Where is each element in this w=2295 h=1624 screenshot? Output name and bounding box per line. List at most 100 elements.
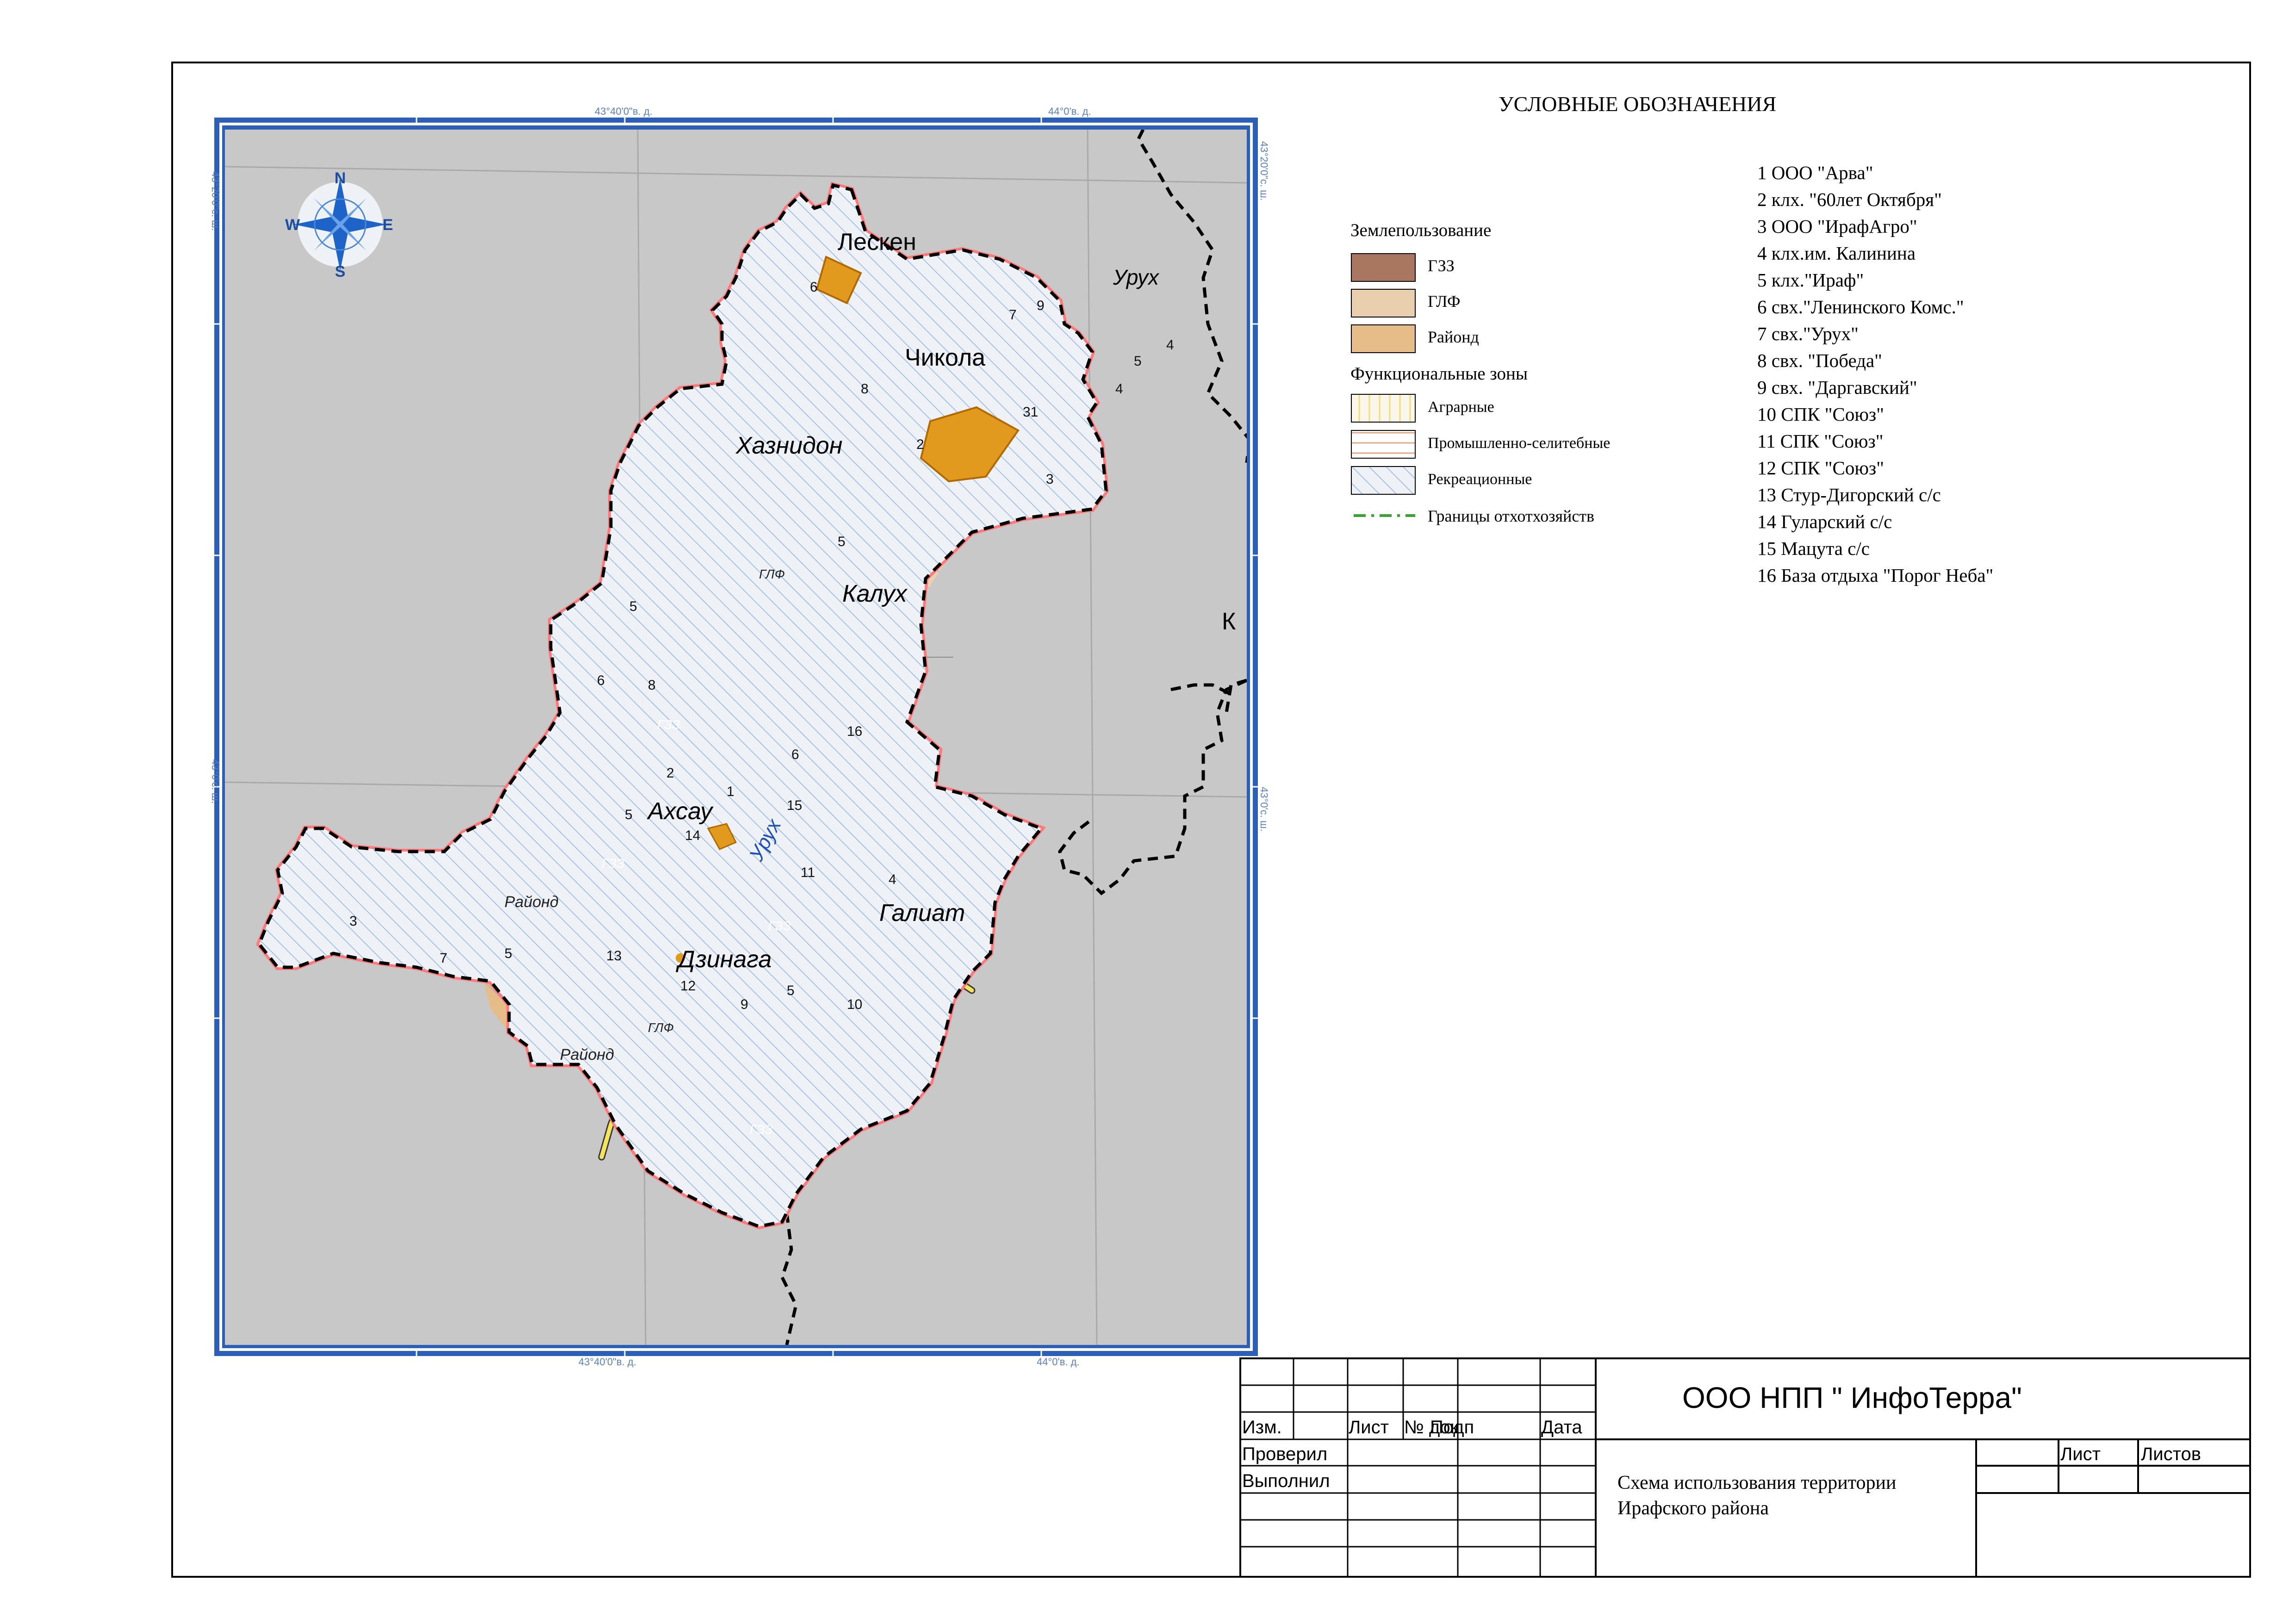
farm-item: 12 СПК "Союз" — [1757, 457, 1884, 479]
settlement-labels: Лескен Чикола Хазнидон Калух Ахсау Галиа… — [647, 229, 1236, 973]
svg-text:8: 8 — [861, 381, 869, 397]
svg-text:5: 5 — [1134, 354, 1142, 369]
farm-item: 16 База отдыха "Порог Неба" — [1757, 565, 1993, 586]
svg-text:4: 4 — [1166, 337, 1174, 353]
farm-item: 11 СПК "Союз" — [1757, 430, 1883, 452]
svg-text:44°0'в. д.: 44°0'в. д. — [1048, 106, 1091, 117]
legend-swatch-rayfond — [1351, 324, 1416, 353]
legend-swatch-gzz — [1351, 253, 1416, 282]
svg-text:15: 15 — [787, 798, 802, 813]
svg-text:44°0'в. д.: 44°0'в. д. — [1037, 1356, 1080, 1368]
svg-text:4: 4 — [889, 872, 896, 887]
legend-swatch-industrial — [1351, 430, 1416, 459]
label-khaznidon: Хазнидон — [735, 432, 842, 459]
header-sign: Подп — [1430, 1417, 1474, 1437]
legend-label-border: Границы отхотхозяйств — [1428, 507, 1594, 525]
svg-text:6: 6 — [597, 673, 605, 688]
farm-item: 1 ООО "Арва" — [1757, 162, 1873, 183]
farm-item: 3 ООО "ИрафАгро" — [1757, 216, 1917, 237]
label-dzinaga: Дзинага — [676, 946, 771, 973]
svg-text:9: 9 — [740, 997, 748, 1012]
svg-text:1: 1 — [727, 784, 734, 799]
compass-w-label: W — [285, 216, 300, 234]
svg-text:ГЛФ: ГЛФ — [648, 1020, 674, 1035]
farm-numbers: 6 8 7 9 5 4 4 31 2 3 5 5 6 8 2 16 6 1 15… — [349, 280, 1174, 1012]
drawing-frame — [171, 62, 2251, 1578]
legend-swatch-glf — [1351, 289, 1416, 317]
farm-item: 5 клх."Ираф" — [1757, 269, 1864, 291]
svg-text:7: 7 — [1009, 307, 1017, 323]
row-performed: Выполнил — [1242, 1471, 1330, 1491]
legend-label-rayfond: Районд — [1428, 328, 1479, 346]
settlement-lesken — [815, 255, 862, 305]
svg-text:5: 5 — [629, 599, 637, 614]
svg-text:8: 8 — [648, 678, 656, 693]
svg-text:5: 5 — [787, 983, 795, 998]
legend-label-recreation: Рекреационные — [1428, 471, 1532, 488]
neighbour-boundary-mid — [1058, 678, 1247, 896]
svg-text:Районд: Районд — [504, 893, 559, 911]
map-area[interactable]: N S E W Лескен Чикола Хазнидон Калух Ахс… — [210, 106, 1270, 1368]
farm-list: 1 ООО "Арва" 2 клх. "60лет Октября" 3 ОО… — [1757, 162, 1993, 586]
drawing-title-2: Ирафского района — [1617, 1498, 1769, 1519]
legend: УСЛОВНЫЕ ОБОЗНАЧЕНИЯ Землепользование ГЗ… — [1350, 92, 1776, 525]
svg-text:6: 6 — [791, 747, 799, 762]
svg-text:ГЗЗ: ГЗЗ — [657, 717, 680, 732]
farm-item: 10 СПК "Союз" — [1757, 404, 1884, 425]
header-sheets: Листов — [2141, 1444, 2201, 1464]
svg-text:Районд: Районд — [560, 1046, 614, 1064]
svg-text:13: 13 — [606, 948, 622, 964]
zones-title: Функциональные зоны — [1350, 364, 1528, 384]
svg-text:7: 7 — [440, 951, 448, 966]
svg-text:11: 11 — [801, 865, 815, 880]
legend-label-gzz: ГЗЗ — [1428, 256, 1455, 275]
label-chikola: Чикола — [905, 344, 985, 371]
farm-item: 8 свх. "Победа" — [1757, 350, 1882, 371]
frame-ticks — [214, 118, 1258, 1356]
svg-text:2: 2 — [666, 765, 674, 781]
svg-text:6: 6 — [810, 280, 818, 295]
svg-text:ГЗЗ: ГЗЗ — [602, 856, 624, 871]
legend-label-glf: ГЛФ — [1428, 292, 1461, 311]
row-checked: Проверил — [1242, 1444, 1327, 1464]
farm-item: 15 Мацута с/с — [1757, 538, 1870, 559]
label-urukh-village: Урух — [1113, 265, 1160, 289]
label-lesken: Лескен — [838, 229, 916, 255]
drawing-title-1: Схема использования территории — [1617, 1472, 1896, 1493]
svg-text:43°40'0"в. д.: 43°40'0"в. д. — [578, 1356, 636, 1368]
header-izm: Изм. — [1242, 1417, 1282, 1437]
land-use-title: Землепользование — [1350, 220, 1491, 240]
svg-text:3: 3 — [349, 914, 357, 929]
svg-text:43°20'0"с. ш.: 43°20'0"с. ш. — [210, 171, 221, 231]
south-boundary-tail — [780, 1212, 798, 1345]
svg-text:3: 3 — [1046, 472, 1054, 487]
header-doc: № док — [1404, 1417, 1459, 1437]
svg-text:43°20'0"с. ш.: 43°20'0"с. ш. — [1258, 141, 1270, 201]
settlement-chikola — [920, 406, 1020, 483]
farm-item: 9 свх. "Даргавский" — [1757, 377, 1917, 398]
farm-item: 6 свх."Ленинского Комс." — [1757, 296, 1964, 317]
svg-text:43°0'с. ш.: 43°0'с. ш. — [210, 759, 221, 804]
graticule-labels: 43°40'0"в. д. 44°0'в. д. 43°40'0"в. д. 4… — [210, 106, 1270, 1368]
svg-text:ГЗЗ: ГЗЗ — [768, 919, 791, 933]
label-akhsau: Ахсау — [647, 798, 714, 825]
farm-item: 4 клх.им. Калинина — [1757, 243, 1916, 264]
svg-text:5: 5 — [838, 534, 846, 549]
svg-text:16: 16 — [847, 724, 862, 739]
svg-text:43°40'0"в. д.: 43°40'0"в. д. — [595, 106, 653, 117]
compass-n-label: N — [335, 169, 346, 187]
label-galiat: Галиат — [879, 900, 965, 927]
svg-text:31: 31 — [1023, 404, 1038, 420]
svg-text:ГЛФ: ГЛФ — [759, 567, 785, 581]
compass-rose: N S E W — [285, 169, 393, 280]
svg-text:5: 5 — [504, 946, 512, 961]
label-kalukh: Калух — [842, 580, 908, 607]
neighbour-boundary-top — [1137, 130, 1247, 439]
legend-label-agrarian: Аграрные — [1428, 398, 1494, 416]
label-edge: К — [1222, 608, 1236, 635]
organization-name: ООО НПП " ИнфоТерра" — [1682, 1381, 2022, 1414]
compass-e-label: E — [383, 216, 393, 234]
svg-text:10: 10 — [847, 997, 862, 1012]
svg-text:5: 5 — [625, 807, 633, 822]
